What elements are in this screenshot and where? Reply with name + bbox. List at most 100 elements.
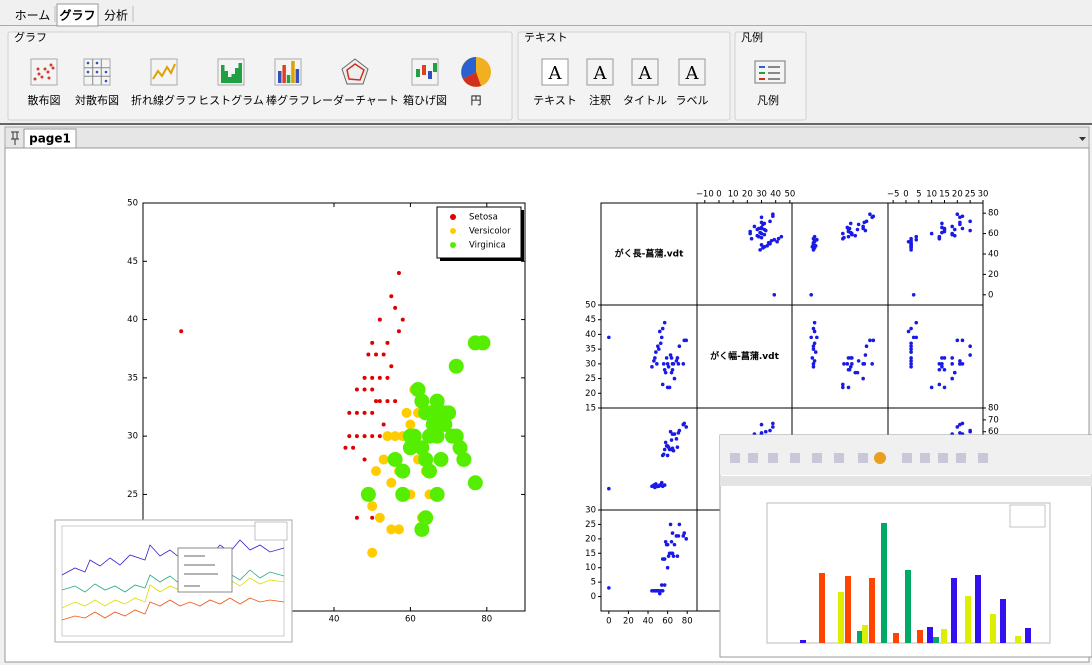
tab[interactable]: グラフ	[59, 8, 95, 23]
point	[775, 239, 779, 244]
point	[660, 326, 665, 331]
point	[952, 233, 957, 238]
point	[665, 453, 670, 458]
point	[347, 410, 352, 415]
ribbon-button[interactable]: 折れ線グラフ	[131, 93, 197, 107]
point	[662, 320, 667, 325]
point	[845, 362, 850, 366]
point	[668, 429, 673, 434]
point	[669, 356, 674, 360]
point	[960, 421, 965, 426]
ribbon-group-title: 凡例	[741, 30, 763, 44]
point	[414, 393, 430, 409]
thumb-line	[61, 569, 285, 593]
y-tick-label: 5	[591, 578, 596, 588]
point	[681, 534, 686, 538]
point	[681, 362, 686, 366]
point	[656, 347, 661, 351]
ribbon-button[interactable]: 散布図	[28, 93, 61, 107]
point	[940, 365, 944, 369]
point	[841, 382, 845, 387]
y-tick-label: 80	[988, 404, 999, 414]
ribbon-button[interactable]: 円	[471, 94, 482, 107]
ribbon-button[interactable]: 凡例	[757, 93, 779, 107]
point	[911, 293, 916, 297]
dropdown-arrow[interactable]	[1079, 137, 1086, 141]
point	[841, 231, 845, 236]
point	[759, 235, 764, 240]
tab[interactable]: 分析	[104, 9, 128, 23]
point	[668, 522, 673, 527]
point	[656, 344, 660, 349]
point	[850, 362, 854, 366]
point	[755, 233, 760, 238]
point	[811, 248, 816, 252]
ribbon-button[interactable]: レーダーチャート	[311, 93, 399, 107]
point	[968, 428, 972, 433]
point	[401, 407, 412, 418]
point	[660, 382, 665, 387]
ribbon-button[interactable]: 対散布図	[75, 93, 119, 107]
point	[377, 375, 382, 380]
ribbon-button[interactable]: タイトル	[623, 94, 667, 107]
y-tick-label: 70	[988, 415, 999, 425]
matrix-panel	[887, 304, 984, 409]
point	[607, 486, 611, 491]
point	[950, 231, 954, 236]
y-tick-label: 0	[591, 592, 596, 602]
point	[665, 444, 670, 448]
point	[846, 234, 851, 239]
point	[812, 238, 817, 243]
icon-part	[224, 71, 228, 83]
y-tick-label: 50	[585, 301, 596, 311]
ribbon-button[interactable]: テキスト	[533, 94, 577, 107]
point	[846, 356, 851, 360]
point	[669, 370, 674, 375]
doc-tab-label[interactable]: page1	[29, 132, 71, 146]
point	[659, 335, 664, 340]
point	[389, 294, 394, 299]
ribbon-button[interactable]: ヒストグラム	[198, 93, 264, 107]
point	[387, 451, 403, 467]
point	[909, 326, 913, 331]
point	[906, 329, 911, 334]
ribbon-button[interactable]: 注釈	[589, 93, 611, 107]
icon-part	[291, 61, 295, 83]
icon-part	[221, 65, 225, 83]
point	[393, 399, 398, 404]
point	[395, 463, 411, 479]
point	[763, 228, 768, 233]
point	[911, 335, 916, 340]
icon-part	[286, 75, 291, 83]
y-tick-label: 10	[585, 563, 596, 573]
y-tick-label: 25	[585, 520, 596, 530]
point	[942, 367, 947, 372]
ribbon-button[interactable]: 棒グラフ	[266, 93, 310, 107]
point	[909, 341, 913, 346]
y-tick-label: 15	[585, 404, 596, 414]
point	[437, 416, 453, 432]
point	[667, 447, 672, 452]
tab[interactable]: ホーム	[15, 9, 51, 23]
ribbon-button[interactable]: ラベル	[676, 94, 709, 107]
point	[684, 537, 689, 541]
point	[607, 586, 611, 590]
point	[667, 385, 672, 390]
icon-part	[152, 63, 176, 80]
ribbon-button[interactable]: 箱ひげ図	[403, 93, 447, 107]
y-tick-label: 30	[585, 506, 596, 516]
point	[374, 512, 385, 523]
icon-part	[36, 67, 40, 71]
point	[861, 376, 865, 381]
point	[779, 234, 784, 239]
point	[856, 359, 861, 363]
point	[812, 234, 817, 239]
point	[758, 248, 762, 252]
y-tick-label: 25	[127, 490, 138, 500]
point	[370, 410, 375, 415]
icon-part	[678, 58, 706, 86]
x-tick-label: 30	[756, 190, 767, 200]
legend-marker	[450, 214, 456, 220]
point	[682, 421, 687, 426]
